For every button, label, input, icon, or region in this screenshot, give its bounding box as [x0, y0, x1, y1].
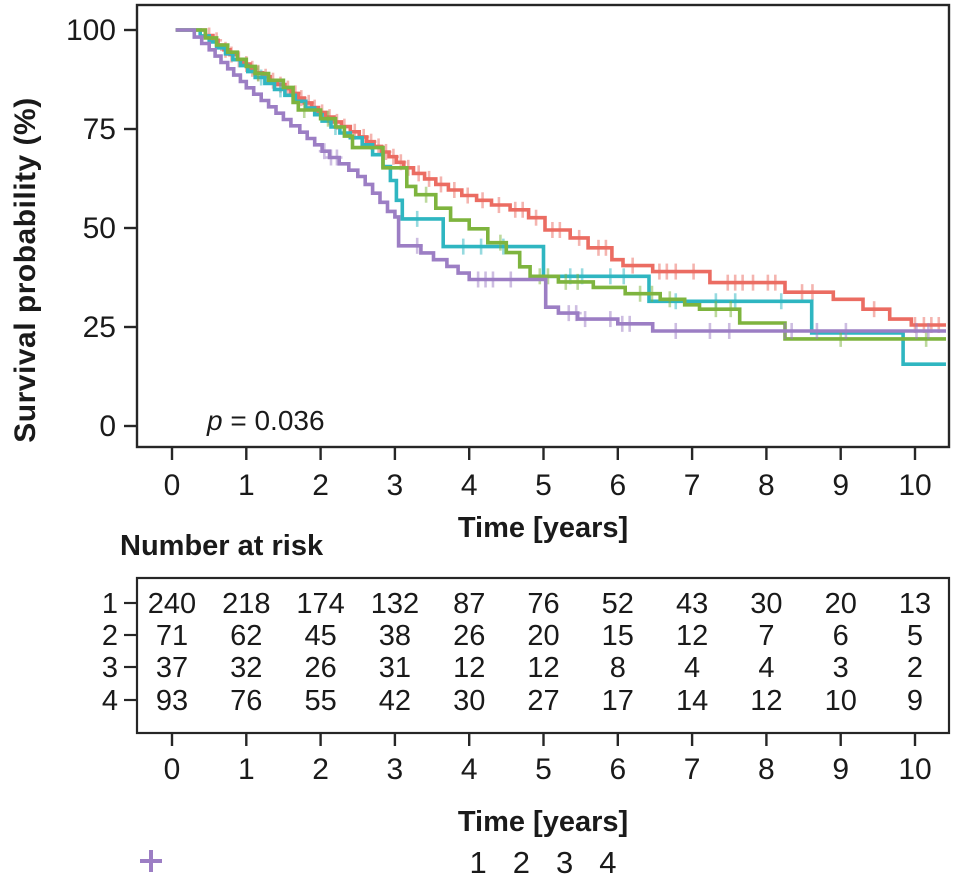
plus-icon — [140, 850, 162, 872]
risk-count: 15 — [602, 620, 634, 652]
risk-row-label-2: 2 — [102, 620, 118, 652]
risk-count: 12 — [527, 652, 559, 684]
risk-row-label-3: 3 — [102, 652, 118, 684]
risk-x-tick-label: 10 — [898, 753, 931, 786]
survival-curve-group-4 — [175, 28, 946, 333]
risk-x-tick-label: 1 — [238, 753, 255, 786]
x-tick-label: 4 — [461, 469, 478, 502]
risk-x-tick-label: 0 — [164, 753, 181, 786]
x-axis-title-risk: Time [years] — [457, 806, 629, 838]
y-tick-label: 50 — [83, 212, 116, 245]
risk-count: 14 — [676, 685, 708, 717]
risk-x-tick-label: 9 — [832, 753, 849, 786]
risk-table-title: Number at risk — [120, 530, 324, 562]
risk-count: 32 — [230, 652, 262, 684]
risk-count: 30 — [453, 685, 485, 717]
risk-count: 62 — [230, 620, 262, 652]
risk-count: 76 — [230, 685, 262, 717]
risk-row-label-1: 1 — [102, 588, 118, 620]
risk-count: 12 — [676, 620, 708, 652]
risk-count: 10 — [825, 685, 857, 717]
risk-count: 26 — [453, 620, 485, 652]
survival-curve-group-3 — [175, 28, 946, 341]
risk-count: 9 — [907, 685, 923, 717]
y-tick-label: 25 — [83, 311, 116, 344]
legend-item-2: 2 — [140, 845, 530, 880]
risk-count: 52 — [602, 588, 634, 620]
risk-count: 30 — [750, 588, 782, 620]
risk-count: 6 — [833, 620, 849, 652]
x-tick-label: 7 — [684, 469, 701, 502]
x-tick-label: 8 — [758, 469, 775, 502]
risk-count: 5 — [907, 620, 923, 652]
risk-x-tick-label: 5 — [535, 753, 552, 786]
x-tick-label: 1 — [238, 469, 255, 502]
x-tick-label: 10 — [898, 469, 931, 502]
risk-count: 7 — [758, 620, 774, 652]
legend-label: 4 — [599, 845, 617, 880]
risk-count: 13 — [899, 588, 931, 620]
risk-count: 45 — [304, 620, 336, 652]
risk-count: 174 — [296, 588, 344, 620]
legend-label: 2 — [512, 845, 530, 880]
legend-label: 1 — [469, 845, 487, 880]
risk-count: 43 — [676, 588, 708, 620]
x-tick-label: 5 — [535, 469, 552, 502]
x-tick-label: 2 — [312, 469, 329, 502]
y-tick-label: 75 — [83, 113, 116, 146]
risk-count: 12 — [453, 652, 485, 684]
legend-item-4: 4 — [140, 845, 617, 880]
x-tick-label: 6 — [609, 469, 626, 502]
x-tick-label: 9 — [832, 469, 849, 502]
risk-row-label-4: 4 — [102, 685, 118, 717]
y-tick-label: 0 — [99, 410, 116, 443]
risk-count: 3 — [833, 652, 849, 684]
risk-count: 71 — [156, 620, 188, 652]
legend-item-1: 1 — [140, 845, 487, 880]
p-value-annotation: p = 0.036 — [206, 405, 325, 436]
x-tick-label: 3 — [387, 469, 404, 502]
risk-x-tick-label: 7 — [684, 753, 701, 786]
risk-count: 132 — [371, 588, 419, 620]
x-tick-label: 0 — [164, 469, 181, 502]
risk-count: 17 — [602, 685, 634, 717]
risk-count: 8 — [610, 652, 626, 684]
risk-count: 218 — [222, 588, 270, 620]
risk-count: 4 — [684, 652, 700, 684]
risk-count: 4 — [758, 652, 774, 684]
risk-count: 31 — [379, 652, 411, 684]
risk-count: 76 — [527, 588, 559, 620]
legend-label: 3 — [556, 845, 574, 880]
risk-count: 38 — [379, 620, 411, 652]
risk-x-tick-label: 8 — [758, 753, 775, 786]
risk-x-tick-label: 3 — [387, 753, 404, 786]
risk-x-tick-label: 6 — [609, 753, 626, 786]
y-tick-label: 100 — [66, 14, 116, 47]
risk-count: 55 — [304, 685, 336, 717]
risk-count: 87 — [453, 588, 485, 620]
risk-count: 42 — [379, 685, 411, 717]
risk-x-tick-label: 2 — [312, 753, 329, 786]
risk-x-tick-label: 4 — [461, 753, 478, 786]
legend-item-3: 3 — [140, 845, 574, 880]
risk-count: 20 — [825, 588, 857, 620]
risk-count: 93 — [156, 685, 188, 717]
risk-count: 27 — [527, 685, 559, 717]
risk-count: 37 — [156, 652, 188, 684]
x-axis-title-main: Time [years] — [457, 512, 629, 544]
risk-count: 20 — [527, 620, 559, 652]
risk-count: 12 — [750, 685, 782, 717]
risk-count: 26 — [304, 652, 336, 684]
y-axis-title: Survival probability (%) — [9, 97, 42, 443]
risk-count: 2 — [907, 652, 923, 684]
risk-count: 240 — [148, 588, 196, 620]
